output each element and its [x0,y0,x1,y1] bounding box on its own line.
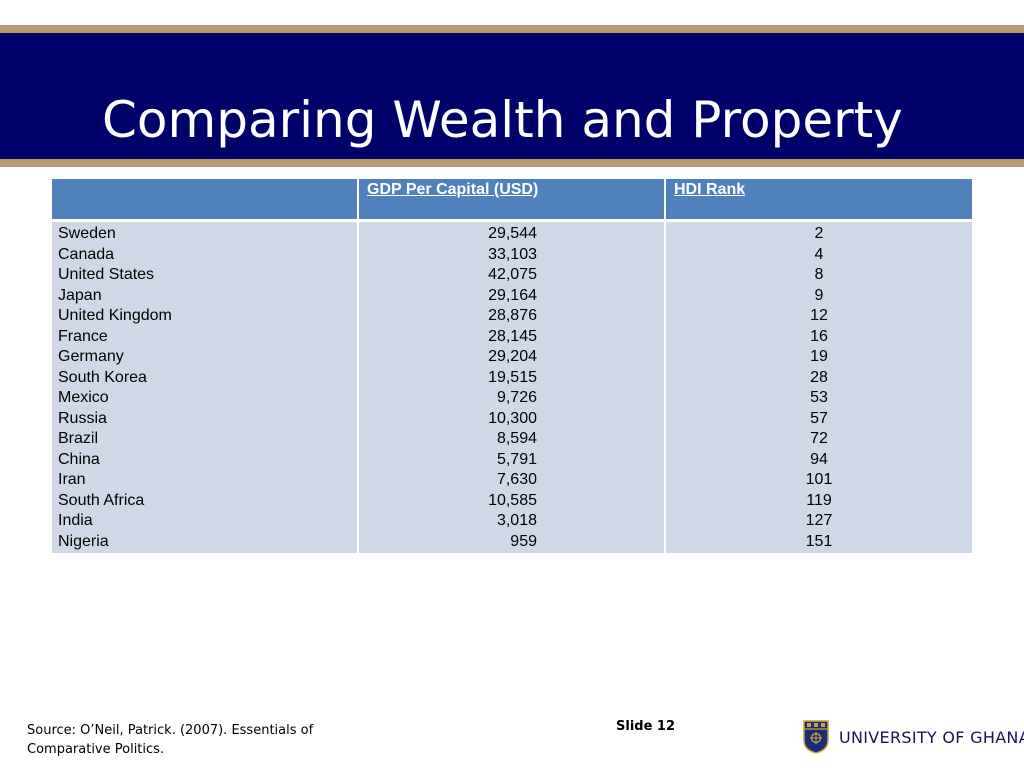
country-cell: Canada [58,245,115,263]
hdi-cell: 94 [810,450,828,468]
gdp-cell: 28,876 [488,307,537,324]
gdp-cell: 10,300 [488,409,537,427]
wealth-table: GDP Per Capital (USD) HDI Rank Sweden Can… [52,179,972,553]
header-country [52,179,359,222]
slide-number: Slide 12 [616,719,676,734]
hdi-cell: 127 [805,512,833,529]
gdp-cell: 9,726 [496,389,537,406]
country-cell: Nigeria [58,532,109,550]
gdp-cell: 19,515 [488,368,537,386]
hdi-cell: 12 [810,307,828,324]
hdi-cell: 9 [814,286,824,304]
header-gdp: GDP Per Capital (USD) [358,179,666,222]
gdp-cell: 5,791 [496,450,537,468]
hdi-cell: 16 [810,327,828,345]
hdi-column: 2 4 8 9 12 16 19 28 53 57 72 94 101 119 127 151 [665,220,972,553]
hdi-cell: 119 [806,491,832,509]
gdp-cell: 3,018 [496,512,537,529]
header-hdi-label: HDI Rank [674,181,746,198]
title-top-rule [0,25,1024,33]
gdp-cell: 8,594 [496,430,537,447]
country-cell: Russia [58,409,107,427]
header-hdi: HDI Rank [665,179,972,222]
country-cell: Mexico [58,389,109,406]
source-citation: Source: O’Neil, Patrick. (2007). Essenti… [27,721,327,759]
country-cell: India [58,512,93,529]
country-cell: France [58,327,108,345]
table-body-row: Sweden Canada United States Japan United Kin… [52,220,972,553]
gdp-cell: 7,630 [496,471,537,488]
gdp-cell: 28,145 [488,327,537,345]
gdp-cell: 29,164 [488,286,537,304]
title-bottom-rule [0,159,1024,167]
university-logo: UNIVERSITY OF GHANA [803,720,1024,754]
country-cell: Sweden [58,225,116,242]
gdp-column: 29,544 33,103 42,075 29,164 28,876 28,145 29,2… [358,220,666,553]
data-table-container: GDP Per Capital (USD) HDI Rank Sweden Can… [52,179,972,553]
title-band: Comparing Wealth and Property [0,33,1024,159]
hdi-cell: 2 [814,225,824,242]
country-cell: United Kingdom [58,307,172,324]
table-header-row: GDP Per Capital (USD) HDI Rank [52,179,972,222]
hdi-cell: 101 [805,471,833,488]
slide-title: Comparing Wealth and Property [102,91,903,149]
gdp-cell: 29,544 [488,225,537,242]
header-gdp-label: GDP Per Capital (USD) [367,181,539,198]
country-cell: South Africa [58,491,145,509]
hdi-cell: 28 [810,368,828,386]
gdp-cell: 959 [510,532,537,550]
hdi-cell: 8 [814,266,824,283]
hdi-cell: 72 [810,430,828,447]
source-line-2: Comparative Politics. [27,742,165,757]
country-column: Sweden Canada United States Japan United Kin… [52,220,359,553]
gdp-cell: 42,075 [488,266,537,283]
gdp-cell: 29,204 [488,348,537,365]
country-cell: South Korea [58,368,147,386]
country-cell: Iran [58,471,86,488]
gdp-cell: 33,103 [488,245,537,263]
institution-name: UNIVERSITY OF GHANA [839,727,1024,747]
country-cell: Brazil [58,430,99,447]
source-line-1: Source: O’Neil, Patrick. (2007). Essenti… [27,723,314,738]
hdi-cell: 19 [810,348,828,365]
hdi-cell: 53 [810,389,828,406]
country-cell: Japan [58,286,102,304]
hdi-cell: 151 [805,532,833,550]
gdp-cell: 10,585 [488,491,537,509]
country-cell: Germany [58,348,124,365]
country-cell: United States [58,266,155,283]
hdi-cell: 57 [810,409,828,427]
country-cell: China [58,450,100,468]
hdi-cell: 4 [814,245,824,263]
university-crest-icon [803,720,829,754]
